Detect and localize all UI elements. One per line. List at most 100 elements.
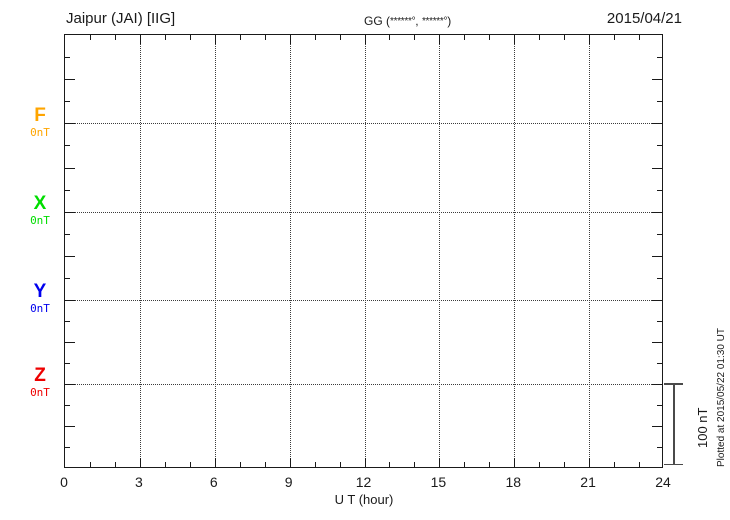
tick-left-major (65, 256, 75, 257)
tick-top-minor (464, 35, 466, 40)
tick-left-minor (65, 321, 70, 322)
gridline-vertical-12h (364, 35, 366, 467)
gridline-vertical-18h (514, 35, 516, 467)
tick-right-minor (657, 278, 662, 279)
tick-left-minor (65, 278, 70, 279)
plot-area (64, 34, 663, 468)
tick-bottom-minor (189, 462, 191, 467)
component-label-y: Y 0nT (18, 282, 62, 315)
tick-top-minor (239, 35, 241, 40)
tick-bottom-major (214, 458, 216, 467)
tick-right-major (652, 168, 662, 169)
gridline-vertical-15h (439, 35, 441, 467)
tick-top-minor (614, 35, 616, 40)
tick-top-minor (639, 35, 641, 40)
coordinates-latitude: ******° (390, 16, 416, 27)
tick-bottom-major (139, 458, 141, 467)
tick-right-minor (657, 234, 662, 235)
scale-bar-stem (673, 383, 675, 465)
tick-left-major-z (65, 384, 75, 385)
plotted-at-timestamp: Plotted at 2015/05/22 01:30 UT (716, 328, 727, 467)
component-baseline-y: 0nT (30, 302, 50, 315)
tick-top-minor (114, 35, 116, 40)
xtick-label-9: 9 (284, 474, 293, 490)
tick-right-minor (657, 101, 662, 102)
tick-top-major (214, 35, 216, 44)
component-letter-f: F (34, 105, 46, 126)
tick-right-minor (657, 145, 662, 146)
tick-bottom-minor (464, 462, 466, 467)
tick-bottom-minor (339, 462, 341, 467)
tick-top-major (439, 35, 441, 44)
tick-top-minor (414, 35, 416, 40)
xtick-label-0: 0 (60, 474, 68, 490)
baseline-gridline-x (65, 212, 662, 213)
gridline-vertical-9h (289, 35, 291, 467)
xtick-label-24: 24 (655, 474, 671, 490)
tick-bottom-minor (564, 462, 566, 467)
scale-bar (664, 383, 683, 465)
tick-left-major-y (65, 300, 75, 301)
tick-right-major (652, 212, 662, 213)
tick-left-minor (65, 234, 70, 235)
xtick-label-18: 18 (505, 474, 522, 490)
tick-right-major (652, 384, 662, 385)
tick-top-minor (264, 35, 266, 40)
tick-bottom-minor (639, 462, 641, 467)
tick-bottom-minor (239, 462, 241, 467)
tick-top-major (514, 35, 516, 44)
component-letter-y: Y (33, 281, 47, 302)
component-label-f: F 0nT (18, 106, 62, 139)
tick-top-minor (164, 35, 166, 40)
component-label-z: Z 0nT (18, 366, 62, 399)
tick-left-minor (65, 57, 70, 58)
xtick-label-21: 21 (580, 474, 596, 490)
scale-bar-label: 100 nT (695, 407, 710, 448)
coordinates-longitude: ******° (421, 16, 448, 27)
tick-right-major (652, 256, 662, 257)
xtick-label-3: 3 (134, 474, 143, 490)
tick-top-major (364, 35, 366, 44)
tick-right-minor (657, 363, 662, 364)
tick-bottom-minor (89, 462, 91, 467)
tick-top-major (289, 35, 291, 44)
observation-date: 2015/04/21 (606, 10, 682, 27)
component-letter-x: X (33, 193, 47, 214)
tick-bottom-minor (264, 462, 266, 467)
tick-top-minor (314, 35, 316, 40)
tick-left-minor (65, 145, 70, 146)
tick-top-minor (339, 35, 341, 40)
baseline-gridline-f (65, 123, 662, 124)
tick-bottom-major (439, 458, 441, 467)
tick-top-major (589, 35, 591, 44)
tick-right-minor (657, 57, 662, 58)
component-letter-z: Z (34, 365, 46, 386)
tick-top-minor (389, 35, 391, 40)
tick-left-major (65, 168, 75, 169)
baseline-gridline-y (65, 300, 662, 301)
gridline-vertical-21h (589, 35, 591, 467)
tick-bottom-minor (489, 462, 491, 467)
coordinates-prefix: GG (364, 14, 383, 28)
tick-right-major (652, 342, 662, 343)
tick-bottom-minor (614, 462, 616, 467)
tick-bottom-major (514, 458, 516, 467)
tick-left-minor (65, 447, 70, 448)
tick-bottom-major (289, 458, 291, 467)
tick-right-major (652, 426, 662, 427)
tick-top-minor (89, 35, 91, 40)
station-title: Jaipur (JAI) [IIG] (66, 10, 176, 27)
tick-top-minor (539, 35, 541, 40)
component-baseline-f: 0nT (30, 126, 50, 139)
tick-right-major (652, 123, 662, 124)
tick-top-minor (564, 35, 566, 40)
tick-bottom-minor (114, 462, 116, 467)
tick-bottom-minor (389, 462, 391, 467)
tick-right-minor (657, 321, 662, 322)
tick-left-minor (65, 101, 70, 102)
tick-top-major (139, 35, 141, 44)
component-label-x: X 0nT (18, 194, 62, 227)
geographic-coordinates: GG (******°, ******°) (364, 14, 452, 28)
baseline-gridline-z (65, 384, 662, 385)
